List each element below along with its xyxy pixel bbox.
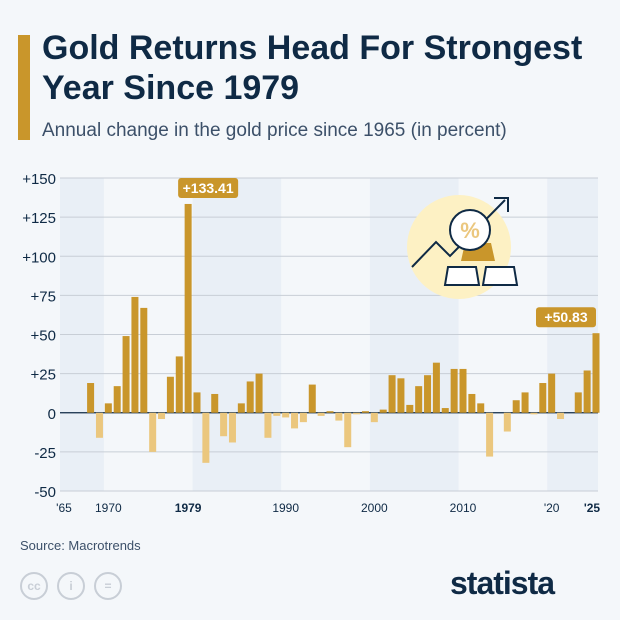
y-tick-label: +75 — [31, 288, 56, 305]
bar-2024 — [583, 370, 591, 413]
x-tick-label: 1979 — [175, 501, 202, 515]
bar-1978 — [175, 356, 183, 413]
bar-1987 — [255, 373, 263, 413]
y-tick-label: +150 — [22, 171, 56, 188]
bar-2018 — [530, 412, 538, 415]
bar-2003 — [397, 378, 405, 413]
bar-1976 — [158, 412, 166, 420]
bar-2017 — [521, 392, 529, 413]
bar-1998 — [353, 412, 361, 415]
bar-2023 — [574, 392, 582, 413]
bar-2000 — [370, 412, 378, 423]
bar-1982 — [211, 393, 219, 413]
bar-1979 — [184, 203, 192, 413]
bar-2013 — [486, 412, 494, 457]
bar-2002 — [388, 375, 396, 413]
bar-2008 — [441, 408, 449, 413]
y-tick-label: +100 — [22, 249, 56, 266]
title-accent-bar — [18, 35, 30, 140]
bar-2025 — [592, 333, 600, 413]
bar-1973 — [131, 296, 139, 413]
bar-1993 — [308, 384, 316, 413]
bar-1970 — [104, 403, 112, 413]
bar-1991 — [291, 412, 299, 429]
bar-1992 — [299, 412, 307, 423]
attribution-icon[interactable]: i — [57, 572, 85, 600]
bar-1989 — [273, 412, 281, 416]
x-tick-label: '65 — [56, 501, 72, 515]
bar-2010 — [459, 368, 467, 413]
cc-license-icon[interactable]: cc — [20, 572, 48, 600]
x-tick-label: 2000 — [361, 501, 388, 515]
bar-1994 — [317, 412, 325, 416]
bar-1985 — [237, 403, 245, 413]
bar-1990 — [282, 412, 290, 418]
bar-1995 — [326, 411, 334, 413]
bar-2005 — [415, 386, 423, 413]
y-tick-label: +125 — [22, 210, 56, 227]
bar-2020 — [548, 373, 556, 413]
bar-1974 — [140, 307, 148, 413]
bar-1972 — [122, 336, 130, 413]
y-tick-label: -25 — [34, 445, 56, 462]
no-derivatives-icon[interactable]: = — [94, 572, 122, 600]
bar-2009 — [450, 368, 458, 413]
page-subtitle: Annual change in the gold price since 19… — [42, 120, 507, 141]
bar-1968 — [87, 383, 95, 413]
bar-1983 — [220, 412, 228, 437]
x-tick-label: 1970 — [95, 501, 122, 515]
bar-2012 — [477, 403, 485, 413]
y-tick-label: 0 — [48, 406, 56, 423]
y-tick-label: -50 — [34, 484, 56, 501]
page-title: Gold Returns Head For Strongest Year Sin… — [42, 29, 583, 107]
bar-1988 — [264, 412, 272, 438]
bar-1986 — [246, 381, 254, 413]
bar-2016 — [512, 400, 520, 413]
annotation-label-2025: +50.83 — [544, 309, 587, 325]
bar-1969 — [95, 412, 103, 438]
bar-2021 — [557, 412, 565, 420]
x-tick-label: 2010 — [450, 501, 477, 515]
bar-2015 — [503, 412, 511, 432]
bar-1981 — [202, 412, 210, 463]
bar-2004 — [406, 404, 414, 413]
svg-text:%: % — [460, 218, 480, 243]
x-tick-label: '25 — [584, 501, 601, 515]
source-note: Source: Macrotrends — [20, 538, 141, 553]
bar-1977 — [166, 376, 174, 413]
x-tick-label: 1990 — [272, 501, 299, 515]
annotation-box — [536, 307, 596, 328]
bar-1980 — [193, 392, 201, 413]
y-tick-label: +50 — [31, 328, 56, 345]
annotation-box — [178, 177, 239, 198]
bar-2011 — [468, 393, 476, 413]
bar-1997 — [344, 412, 352, 448]
bar-1999 — [361, 411, 369, 413]
bar-1996 — [335, 412, 343, 421]
gold-illustration-icon: % — [407, 195, 519, 299]
x-tick-label: '20 — [544, 501, 560, 515]
statista-logo: statista — [450, 565, 555, 601]
bar-1975 — [149, 412, 157, 452]
bar-2006 — [424, 375, 432, 413]
bar-1971 — [113, 386, 121, 413]
bar-2001 — [379, 409, 387, 413]
bar-2007 — [432, 362, 440, 413]
y-tick-label: +25 — [31, 367, 56, 384]
annotation-label-1979: +133.41 — [183, 180, 234, 196]
bar-1984 — [228, 412, 236, 443]
bar-2019 — [539, 383, 547, 413]
